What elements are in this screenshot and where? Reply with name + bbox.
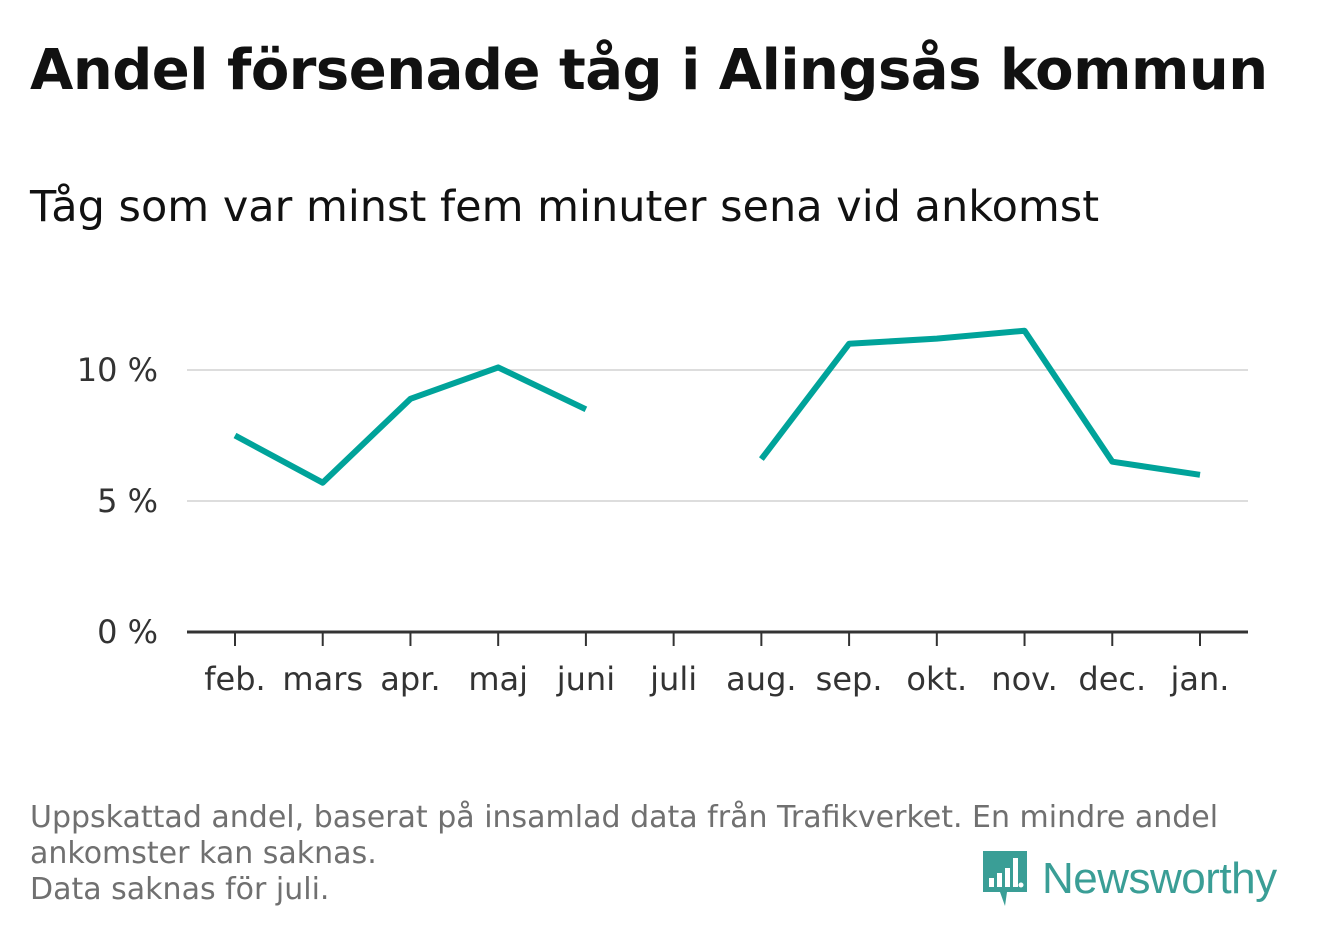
- x-tick-label: nov.: [991, 660, 1057, 698]
- x-tick-label: aug.: [726, 660, 796, 698]
- chart-subtitle: Tåg som var minst fem minuter sena vid a…: [30, 182, 1100, 232]
- x-tick-label: juli: [649, 660, 697, 698]
- series-layer: [233, 327, 1201, 486]
- newsworthy-logo: Newsworthy: [980, 848, 1277, 910]
- footnote-line-2: ankomster kan saknas.: [30, 836, 377, 871]
- series-line: [759, 327, 1201, 478]
- y-tick-label: 5 %: [97, 482, 158, 520]
- footnote-line-3: Data saknas för juli.: [30, 872, 330, 907]
- y-tick-label: 0 %: [97, 613, 158, 651]
- y-tick-label: 10 %: [77, 351, 158, 389]
- x-tick-label: maj: [468, 660, 528, 698]
- x-tick-label: feb.: [204, 660, 265, 698]
- x-tick-label: sep.: [816, 660, 883, 698]
- x-tick-label: dec.: [1078, 660, 1146, 698]
- footnote-line-1: Uppskattad andel, baserat på insamlad da…: [30, 800, 1219, 835]
- series-line: [233, 364, 588, 486]
- x-tick-label: mars: [282, 660, 363, 698]
- x-tick-label: okt.: [906, 660, 967, 698]
- x-tick-label: jan.: [1170, 660, 1230, 698]
- x-tick-label: juni: [556, 660, 615, 698]
- footnote: Uppskattad andel, baserat på insamlad da…: [30, 800, 1290, 908]
- x-tick-label: apr.: [380, 660, 440, 698]
- x-axis: feb. mars apr. maj juni juli aug. sep. okt. nov. d…: [187, 630, 1248, 698]
- chart-title: Andel försenade tåg i Alingsås kommun: [30, 38, 1268, 103]
- gridlines: 0 % 5 % 10 %: [77, 351, 1248, 651]
- newsworthy-logo-text: Newsworthy: [1042, 854, 1277, 903]
- newsworthy-logo-icon: [983, 851, 1027, 906]
